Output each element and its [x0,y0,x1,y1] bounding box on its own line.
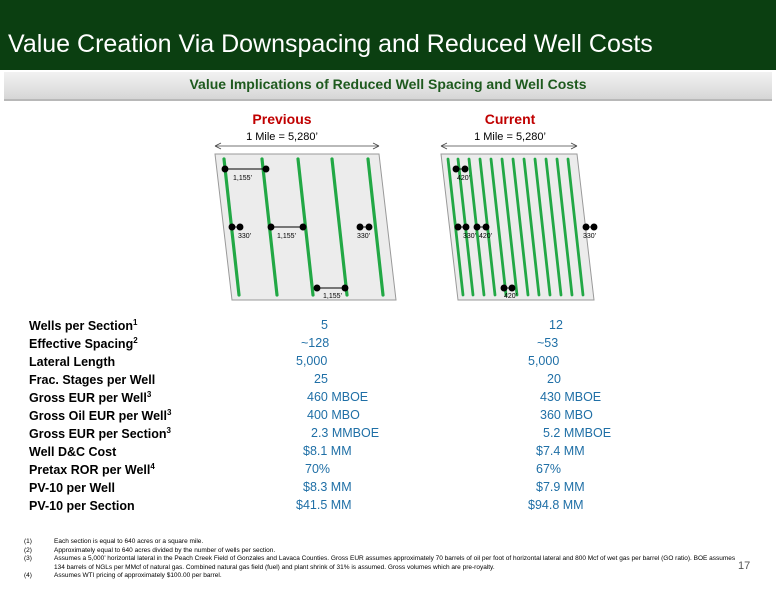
title-bar: Value Creation Via Downspacing and Reduc… [0,0,776,70]
spacing-label: 1,155’ [233,175,253,182]
page-title: Value Creation Via Downspacing and Reduc… [8,30,653,58]
previous-value: 2.3 MMBOE [311,426,380,440]
current-value: 20 [547,372,561,386]
current-value: ~53 [537,336,559,350]
current-value: $7.9 MM [536,480,585,494]
current-value: 430 MBOE [540,390,602,404]
row-label: Wells per Section1 [29,318,138,334]
spacing-label: 420’ [479,233,493,240]
spacing-label: 330’ [238,233,252,240]
current-value: $94.8 MM [528,498,584,512]
previous-mile-scale: 1 Mile = 5,280’ [246,131,318,143]
subtitle-bar: Value Implications of Reduced Well Spaci… [4,72,772,101]
previous-label: Previous [252,111,312,127]
spacing-label: 1,155’ [277,233,297,240]
spacing-label: 330’ [357,233,371,240]
arrow-right-icon [570,145,578,150]
previous-value: 5,000 [296,354,328,368]
current-mile-scale: 1 Mile = 5,280’ [474,131,546,143]
footnote: (1) Each section is equal to 640 acres or… [24,538,204,545]
current-value: $7.4 MM [536,444,585,458]
previous-value: $8.1 MM [303,444,352,458]
spacing-markers [221,165,373,292]
footnote: (2) Approximately equal to 640 acres divi… [24,546,276,554]
current-value: 360 MBO [540,408,593,422]
row-label: PV-10 per Section [29,499,135,514]
arrow-right-icon [372,142,380,147]
previous-value: 25 [314,372,328,386]
footnote: (3) Assumes a 5,000’ horizontal lateral i… [24,555,736,571]
arrow-left-icon [440,145,448,150]
previous-value: 400 MBO [307,408,360,422]
row-label: Gross EUR per Section3 [29,426,171,442]
arrow-left-icon [440,142,448,147]
row-label: Frac. Stages per Well [29,373,156,388]
arrow-right-icon [570,142,578,147]
current-section-diagram: 420’ 330’ 420’ 330’ 420’ [440,142,598,301]
row-label: Gross Oil EUR per Well3 [29,408,172,424]
current-value: 5,000 [528,354,560,368]
row-label: Effective Spacing2 [29,336,138,352]
arrow-left-icon [214,142,222,147]
spacing-label: 420’ [457,175,471,182]
arrow-left-icon [214,145,222,150]
row-label: Lateral Length [29,355,116,370]
row-label: Pretax ROR per Well4 [29,462,155,478]
row-label: PV-10 per Well [29,481,115,496]
current-value: 5.2 MMBOE [543,426,612,440]
previous-value: 460 MBOE [307,390,369,404]
previous-section-diagram: 1,155’ 330’ 1,155’ 330’ 1,155’ [214,142,397,301]
row-label: Well D&C Cost [29,445,117,460]
footnote: (4) Assumes WTI pricing of approximately … [24,572,222,580]
previous-value: 5 [321,318,328,332]
footnotes: (1) Each section is equal to 640 acres or… [24,538,744,581]
previous-value: $8.3 MM [303,480,352,494]
arrow-right-icon [372,145,380,150]
current-value: 67% [536,462,562,476]
previous-value: $41.5 MM [296,498,352,512]
row-label: Gross EUR per Well3 [29,390,152,406]
previous-value: ~128 [301,336,330,350]
previous-value: 70% [305,462,331,476]
spacing-label: 1,155’ [323,293,343,300]
spacing-label: 330’ [583,233,597,240]
spacing-label: 420’ [504,293,518,300]
page-subtitle: Value Implications of Reduced Well Spaci… [189,76,587,92]
page-number: 17 [738,560,751,572]
current-value: 12 [549,318,563,332]
spacing-label: 330’ [463,233,477,240]
current-label: Current [484,111,536,127]
spacing-markers [452,165,598,292]
